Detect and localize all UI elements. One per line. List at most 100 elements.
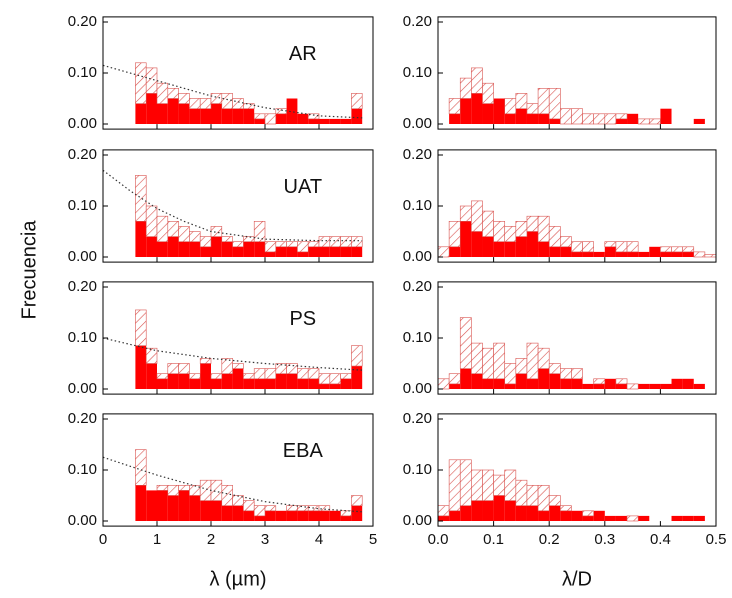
bar <box>449 113 461 124</box>
bar <box>626 383 639 390</box>
y-tick-label: 0.00 <box>403 380 432 397</box>
bar <box>232 98 244 109</box>
bar <box>515 236 527 257</box>
bar <box>682 378 694 389</box>
bar <box>178 490 190 521</box>
bar <box>351 366 363 389</box>
bar <box>482 210 494 237</box>
bar <box>448 221 461 248</box>
bar <box>146 93 157 124</box>
bar <box>232 368 244 389</box>
bar <box>471 200 483 232</box>
bar <box>537 215 550 242</box>
bar <box>538 368 550 389</box>
bar <box>264 368 277 380</box>
bar <box>243 103 255 109</box>
bar <box>167 221 179 237</box>
bar <box>693 383 705 389</box>
bar <box>549 505 561 521</box>
bar <box>351 236 363 248</box>
bar <box>351 246 363 257</box>
bar <box>515 373 527 389</box>
bar <box>593 113 606 125</box>
bar <box>493 495 505 521</box>
bar <box>460 221 472 257</box>
bar <box>504 500 516 521</box>
bar <box>582 241 594 253</box>
bar <box>221 484 233 506</box>
bar <box>329 373 341 385</box>
bar <box>537 88 550 115</box>
bar <box>615 113 628 120</box>
bar <box>504 226 517 242</box>
bar <box>211 236 222 257</box>
bar <box>682 251 694 257</box>
bar <box>493 474 506 496</box>
bar <box>471 93 483 124</box>
bar <box>254 515 265 521</box>
bar <box>549 246 561 257</box>
bar <box>232 363 244 369</box>
bar <box>232 108 244 124</box>
bar <box>297 505 309 512</box>
bar <box>560 108 572 125</box>
bar <box>549 118 561 124</box>
bar <box>460 505 472 521</box>
bar <box>253 221 266 243</box>
bar <box>660 251 672 257</box>
bar <box>189 241 201 257</box>
panel-label: PS <box>289 308 316 330</box>
bar <box>649 383 661 389</box>
bar <box>308 246 319 257</box>
bar <box>571 108 583 125</box>
y-tick-label: 0.00 <box>68 512 97 529</box>
fit-line <box>102 337 363 371</box>
bar <box>582 515 594 521</box>
y-tick-label: 0.10 <box>403 64 432 81</box>
bar <box>471 342 483 375</box>
bar <box>571 251 583 257</box>
bar <box>504 469 517 501</box>
bar <box>135 309 147 346</box>
bar <box>145 347 158 364</box>
bar <box>460 368 472 389</box>
bar <box>135 345 147 389</box>
bar <box>604 113 617 125</box>
bar <box>167 373 179 389</box>
bar <box>275 246 287 257</box>
bar <box>671 515 683 521</box>
y-tick-label: 0.20 <box>403 13 432 30</box>
bar <box>200 500 211 521</box>
bar <box>167 363 179 374</box>
bar <box>593 510 605 521</box>
bar <box>482 500 494 521</box>
panel-label: AR <box>289 43 317 65</box>
bar <box>329 383 341 389</box>
x-tick-label: 4 <box>315 531 323 548</box>
bar <box>178 103 190 124</box>
y-tick-label: 0.00 <box>403 115 432 132</box>
bar <box>526 505 539 521</box>
bar <box>199 236 212 248</box>
bar <box>254 118 265 124</box>
fit-line <box>102 64 363 119</box>
y-tick-label: 0.00 <box>68 115 97 132</box>
bar <box>448 459 461 512</box>
bar <box>210 373 223 380</box>
bar <box>560 505 572 512</box>
bar <box>178 484 190 491</box>
bar <box>319 118 330 124</box>
bar <box>340 515 352 521</box>
bar <box>340 510 352 517</box>
y-tick-label: 0.20 <box>68 278 97 295</box>
y-tick-label: 0.10 <box>68 329 97 346</box>
y-tick-label: 0.10 <box>403 461 432 478</box>
bar <box>253 113 266 120</box>
y-tick-label: 0.00 <box>68 248 97 265</box>
y-tick-label: 0.10 <box>403 197 432 214</box>
x-tick-label: 5 <box>369 531 377 548</box>
bar <box>571 368 583 380</box>
bar <box>157 103 168 124</box>
bar <box>189 373 201 380</box>
bar <box>211 103 222 124</box>
